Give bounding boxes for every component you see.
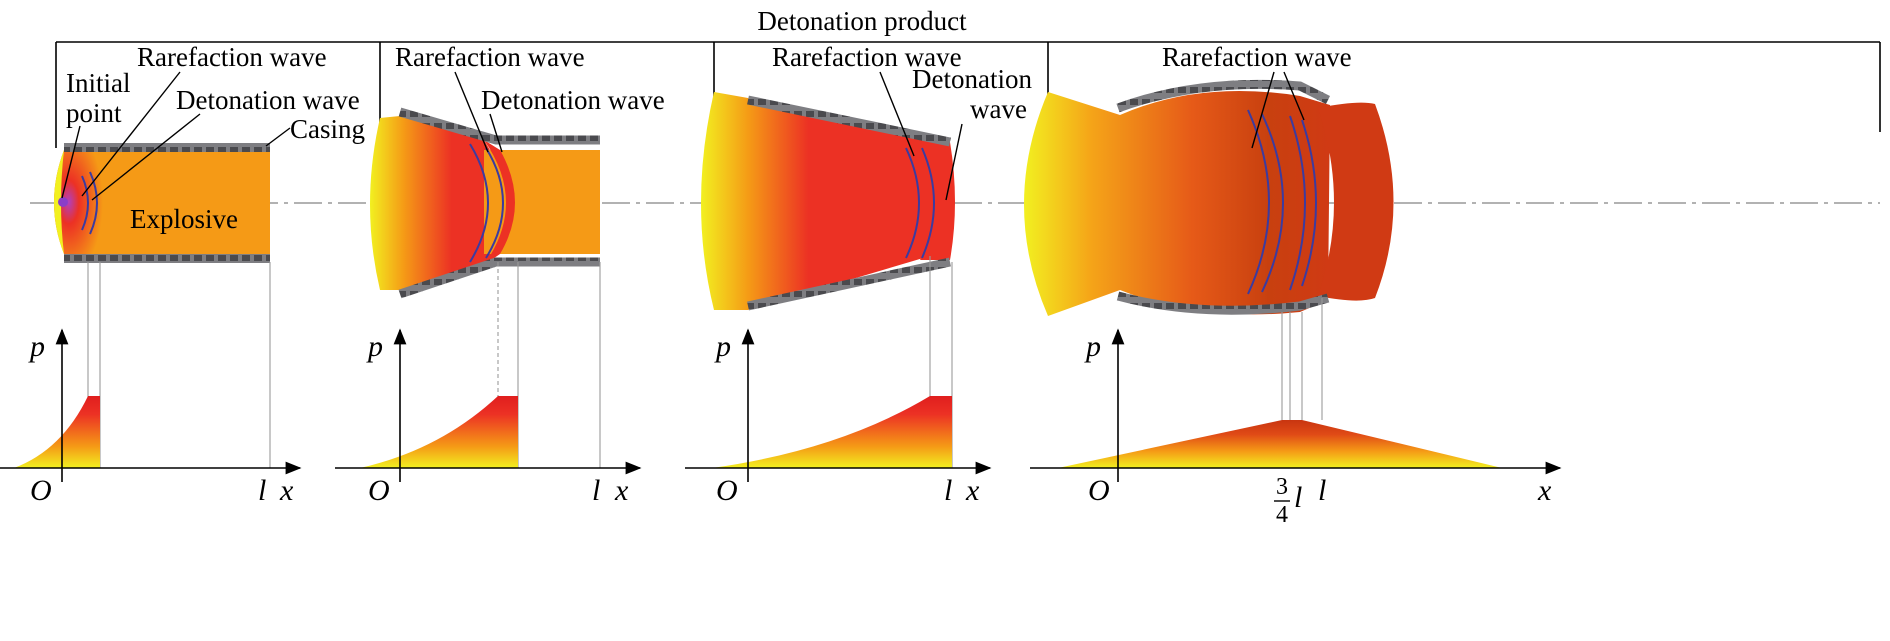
pressure-graph-4: p O 3 4 l l x (1030, 328, 1562, 528)
panel-2: Rarefaction wave Detonation wave (370, 42, 665, 299)
x-axis-label-2: x (614, 474, 629, 507)
l-label-4: l (1318, 474, 1326, 507)
fraction-numerator: 3 (1276, 474, 1288, 500)
origin-label-1: O (30, 474, 52, 507)
detonation-product-bracket: Detonation product (55, 6, 1881, 148)
panel-3: Rarefaction wave Detonation wave (701, 42, 1032, 311)
detonation-wave-label-3b: wave (970, 94, 1027, 124)
rarefaction-wave-label-4: Rarefaction wave (1162, 42, 1352, 72)
pressure-graph-1: p O l x (0, 328, 302, 507)
explosive-label: Explosive (130, 204, 238, 234)
rarefaction-wave-label-1: Rarefaction wave (137, 42, 327, 72)
origin-label-3: O (716, 474, 738, 507)
pressure-graph-2: p O l x (335, 328, 642, 507)
initial-point-label: Initial (66, 68, 130, 98)
rarefaction-wave-label-3: Rarefaction wave (772, 42, 962, 72)
initial-point-label-2: point (66, 98, 122, 128)
x-axis-label-4: x (1537, 474, 1552, 507)
l-label-2: l (592, 474, 600, 507)
casing-bottom (64, 254, 270, 263)
initial-point-marker (58, 197, 68, 207)
p-axis-label-2: p (366, 330, 383, 363)
panel-1: Explosive Initial point Rarefaction wave… (54, 42, 365, 263)
p-axis-label-4: p (1084, 330, 1101, 363)
p-axis-label-3: p (714, 330, 731, 363)
pressure-graph-3: p O l x (685, 328, 992, 507)
x-axis-label-3: x (965, 474, 980, 507)
three-quarter-l-label: l (1294, 481, 1302, 514)
detonation-wave-label-2: Detonation wave (481, 85, 665, 115)
panel-4: Rarefaction wave (1024, 42, 1394, 316)
title-detonation-product: Detonation product (757, 6, 967, 36)
l-label-1: l (258, 474, 266, 507)
casing-top (64, 143, 270, 152)
l-label-3: l (944, 474, 952, 507)
detonation-wave-label-1: Detonation wave (176, 85, 360, 115)
origin-label-4: O (1088, 474, 1110, 507)
origin-label-2: O (368, 474, 390, 507)
fraction-denominator: 4 (1276, 502, 1288, 528)
p-axis-label-1: p (28, 330, 45, 363)
x-axis-label-1: x (279, 474, 294, 507)
casing-label: Casing (290, 114, 365, 144)
rarefaction-wave-label-2: Rarefaction wave (395, 42, 585, 72)
detonation-wave-label-3a: Detonation (912, 64, 1032, 94)
